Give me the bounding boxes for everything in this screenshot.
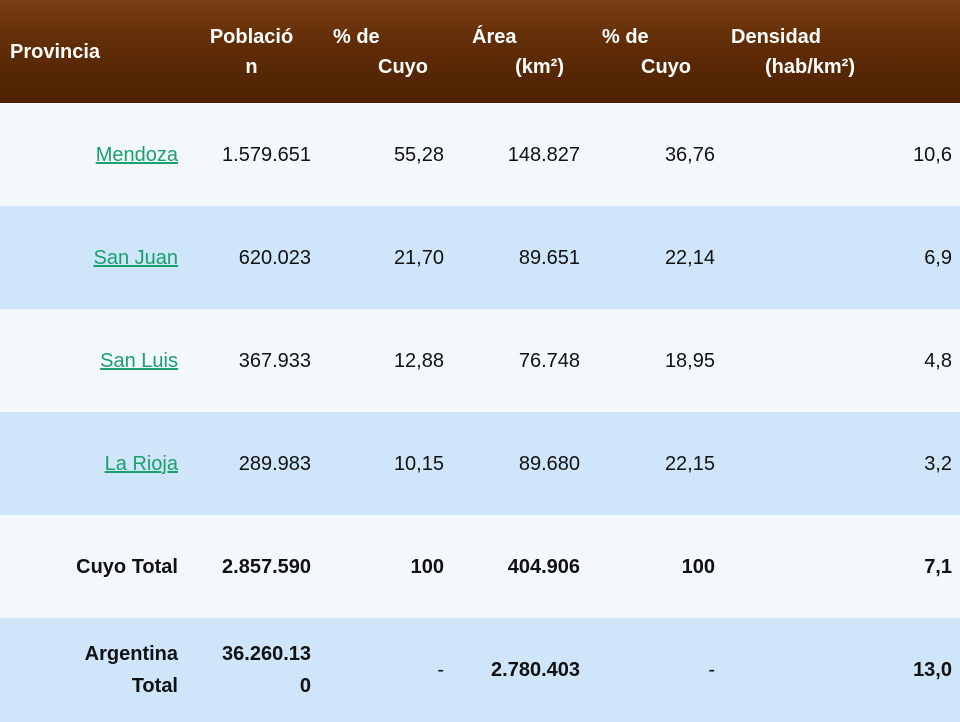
area-cell: 89.651 <box>518 246 580 269</box>
densidad-cell: 4,8 <box>924 349 952 372</box>
pct-poblacion-cell: 100 <box>410 555 444 578</box>
table-row: Mendoza 1.579.651 55,28 148.827 36,76 10… <box>0 103 960 206</box>
poblacion-cell: 367.933 <box>238 349 311 372</box>
pct-poblacion-cell: - <box>437 659 444 681</box>
cuyo-total-row: Cuyo Total 2.857.590 100 404.906 100 7,1 <box>0 515 960 618</box>
table-row: San Juan 620.023 21,70 89.651 22,14 6,9 <box>0 206 960 309</box>
argentina-total-label: Argentina Total <box>84 643 178 697</box>
densidad-cell: 7,1 <box>924 555 952 578</box>
header-pct-poblacion: % de Cuyo <box>333 25 428 78</box>
pct-poblacion-cell: 12,88 <box>393 349 444 372</box>
poblacion-cell: 36.260.13 0 <box>222 643 311 697</box>
poblacion-cell: 1.579.651 <box>222 143 311 166</box>
poblacion-cell: 289.983 <box>238 452 311 475</box>
cuyo-total-label: Cuyo Total <box>76 555 178 578</box>
densidad-cell: 6,9 <box>924 246 952 269</box>
area-cell: 404.906 <box>507 555 580 578</box>
header-provincia: Provincia <box>10 40 101 63</box>
pct-area-cell: 100 <box>681 555 715 578</box>
area-cell: 89.680 <box>518 452 580 475</box>
argentina-total-row: Argentina Total 36.260.13 0 - 2.780.403 - … <box>0 618 960 722</box>
provincia-cell: San Juan <box>0 206 184 309</box>
poblacion-cell: 620.023 <box>238 246 311 269</box>
provincia-cell: La Rioja <box>0 412 184 515</box>
pct-area-cell: 36,76 <box>664 143 715 166</box>
provincia-cell: San Luis <box>0 309 184 412</box>
densidad-cell: 10,6 <box>913 143 952 166</box>
provincia-cell: Mendoza <box>0 103 184 206</box>
province-link-la-rioja[interactable]: La Rioja <box>104 452 178 475</box>
area-cell: 148.827 <box>507 143 580 166</box>
header-poblacion: Població n <box>209 25 294 78</box>
pct-area-cell: - <box>708 659 715 681</box>
province-link-san-luis[interactable]: San Luis <box>100 349 178 372</box>
densidad-cell: 13,0 <box>913 659 952 681</box>
poblacion-cell: 2.857.590 <box>222 555 311 578</box>
pct-poblacion-cell: 55,28 <box>393 143 444 166</box>
header-densidad: Densidad (hab/km²) <box>731 25 855 78</box>
table-row: San Luis 367.933 12,88 76.748 18,95 4,8 <box>0 309 960 412</box>
pct-area-cell: 22,14 <box>664 246 715 269</box>
densidad-cell: 3,2 <box>924 452 952 475</box>
province-link-san-juan[interactable]: San Juan <box>93 246 178 269</box>
pct-area-cell: 18,95 <box>664 349 715 372</box>
pct-poblacion-cell: 10,15 <box>393 452 444 475</box>
header-pct-area: % de Cuyo <box>602 25 691 78</box>
table-row: La Rioja 289.983 10,15 89.680 22,15 3,2 <box>0 412 960 515</box>
header-row: Provincia Població n % de Cuyo Área (km²) %… <box>0 0 960 103</box>
pct-poblacion-cell: 21,70 <box>393 246 444 269</box>
area-cell: 76.748 <box>518 349 580 372</box>
province-link-mendoza[interactable]: Mendoza <box>95 143 178 166</box>
pct-area-cell: 22,15 <box>664 452 715 475</box>
header-area: Área (km²) <box>472 25 564 78</box>
area-cell: 2.780.403 <box>491 659 580 681</box>
